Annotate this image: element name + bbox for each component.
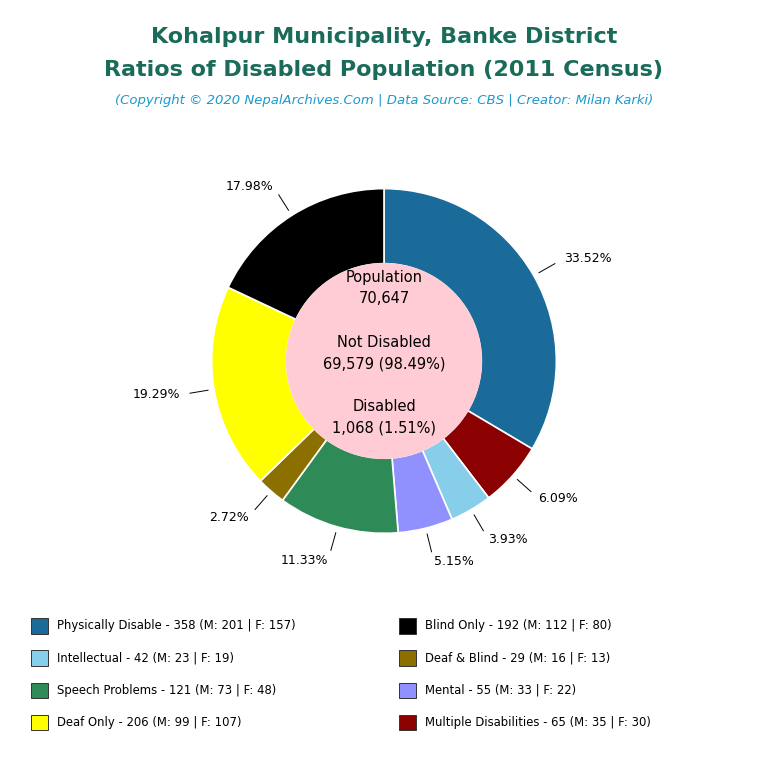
Text: 17.98%: 17.98% <box>226 180 273 193</box>
Text: Mental - 55 (M: 33 | F: 22): Mental - 55 (M: 33 | F: 22) <box>425 684 577 697</box>
Wedge shape <box>384 189 556 449</box>
Text: 19.29%: 19.29% <box>133 389 180 402</box>
Text: Intellectual - 42 (M: 23 | F: 19): Intellectual - 42 (M: 23 | F: 19) <box>57 652 233 664</box>
Text: 33.52%: 33.52% <box>564 252 611 265</box>
Text: Population
70,647

Not Disabled
69,579 (98.49%)

Disabled
1,068 (1.51%): Population 70,647 Not Disabled 69,579 (9… <box>323 270 445 436</box>
Text: 2.72%: 2.72% <box>209 511 248 524</box>
Text: (Copyright © 2020 NepalArchives.Com | Data Source: CBS | Creator: Milan Karki): (Copyright © 2020 NepalArchives.Com | Da… <box>115 94 653 108</box>
Wedge shape <box>212 287 314 481</box>
Text: Speech Problems - 121 (M: 73 | F: 48): Speech Problems - 121 (M: 73 | F: 48) <box>57 684 276 697</box>
Text: 3.93%: 3.93% <box>488 533 528 546</box>
Wedge shape <box>443 411 532 498</box>
Wedge shape <box>422 439 488 519</box>
Text: Kohalpur Municipality, Banke District: Kohalpur Municipality, Banke District <box>151 27 617 47</box>
Wedge shape <box>283 439 398 533</box>
Text: Deaf & Blind - 29 (M: 16 | F: 13): Deaf & Blind - 29 (M: 16 | F: 13) <box>425 652 611 664</box>
Text: 6.09%: 6.09% <box>538 492 578 505</box>
Text: Blind Only - 192 (M: 112 | F: 80): Blind Only - 192 (M: 112 | F: 80) <box>425 620 612 632</box>
Wedge shape <box>260 429 326 500</box>
Text: Physically Disable - 358 (M: 201 | F: 157): Physically Disable - 358 (M: 201 | F: 15… <box>57 620 296 632</box>
Text: 11.33%: 11.33% <box>280 554 328 567</box>
Wedge shape <box>392 450 452 533</box>
Circle shape <box>286 263 482 458</box>
Wedge shape <box>228 189 384 319</box>
Text: Ratios of Disabled Population (2011 Census): Ratios of Disabled Population (2011 Cens… <box>104 60 664 80</box>
Text: Deaf Only - 206 (M: 99 | F: 107): Deaf Only - 206 (M: 99 | F: 107) <box>57 717 241 729</box>
Text: Multiple Disabilities - 65 (M: 35 | F: 30): Multiple Disabilities - 65 (M: 35 | F: 3… <box>425 717 651 729</box>
Text: 5.15%: 5.15% <box>434 555 474 568</box>
